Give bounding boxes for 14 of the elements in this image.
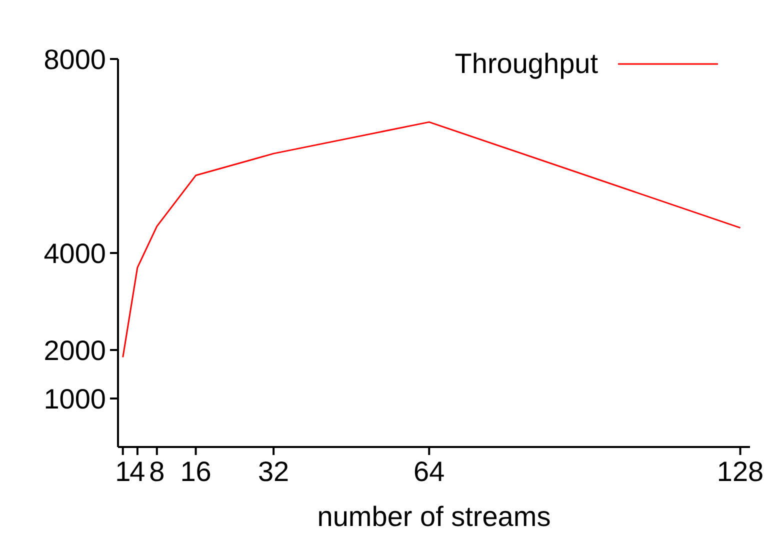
x-axis-title: number of streams (317, 501, 551, 532)
x-tick-label: 8 (149, 456, 165, 487)
y-tick-label: 8000 (44, 44, 106, 75)
line-series (122, 121, 742, 358)
y-tick-label: 2000 (44, 334, 106, 366)
y-tick-label: 1000 (44, 383, 106, 414)
x-tick-label: 128 (716, 456, 764, 487)
x-tick-label: 4 (130, 456, 146, 487)
y-tick-label: 4000 (44, 238, 106, 269)
x-tick-label: 32 (258, 456, 290, 487)
x-tick-label: 64 (414, 456, 445, 487)
x-tick-label: 16 (180, 456, 212, 487)
legend-label: Throughput (454, 48, 598, 80)
x-tick-label: 1 (115, 456, 131, 487)
